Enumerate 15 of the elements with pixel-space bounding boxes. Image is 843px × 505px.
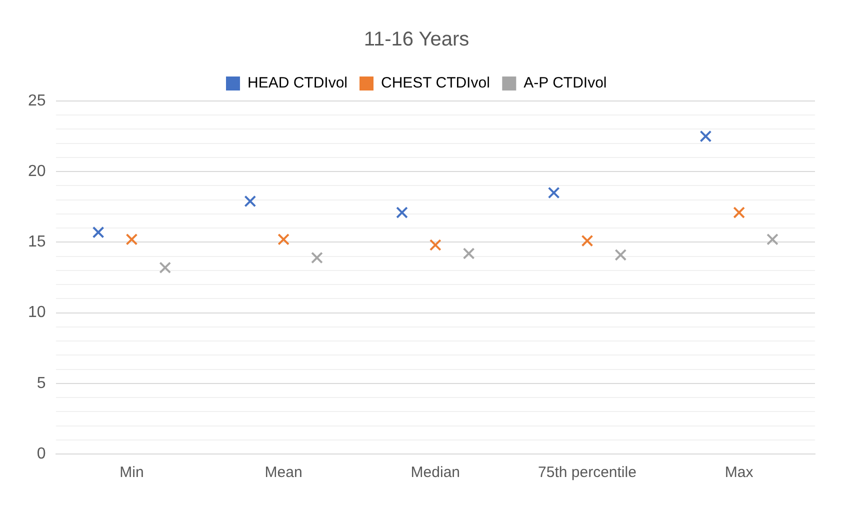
- y-tick-label: 20: [28, 163, 46, 180]
- legend-label: A-P CTDIvol: [524, 74, 607, 92]
- y-tick-label: 10: [28, 304, 46, 322]
- x-tick-label: Max: [724, 464, 754, 482]
- x-tick-label: 75th percentile: [538, 464, 636, 482]
- x-tick-label: Mean: [264, 464, 302, 482]
- y-tick-label: 5: [36, 374, 46, 392]
- y-tick-label: 25: [28, 92, 46, 110]
- legend-label: CHEST CTDIvol: [381, 74, 490, 92]
- y-tick-label: 0: [36, 445, 46, 462]
- chart-title: 11-16 Years: [364, 28, 470, 51]
- x-tick-label: Median: [410, 464, 460, 482]
- y-tick-label: 15: [28, 234, 46, 251]
- x-tick-label: Min: [120, 464, 144, 482]
- legend-label: HEAD CTDIvol: [247, 74, 348, 92]
